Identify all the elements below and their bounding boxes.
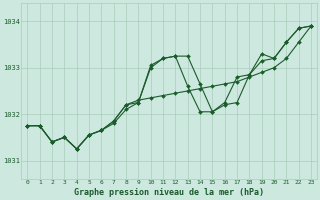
X-axis label: Graphe pression niveau de la mer (hPa): Graphe pression niveau de la mer (hPa) [74, 188, 264, 197]
